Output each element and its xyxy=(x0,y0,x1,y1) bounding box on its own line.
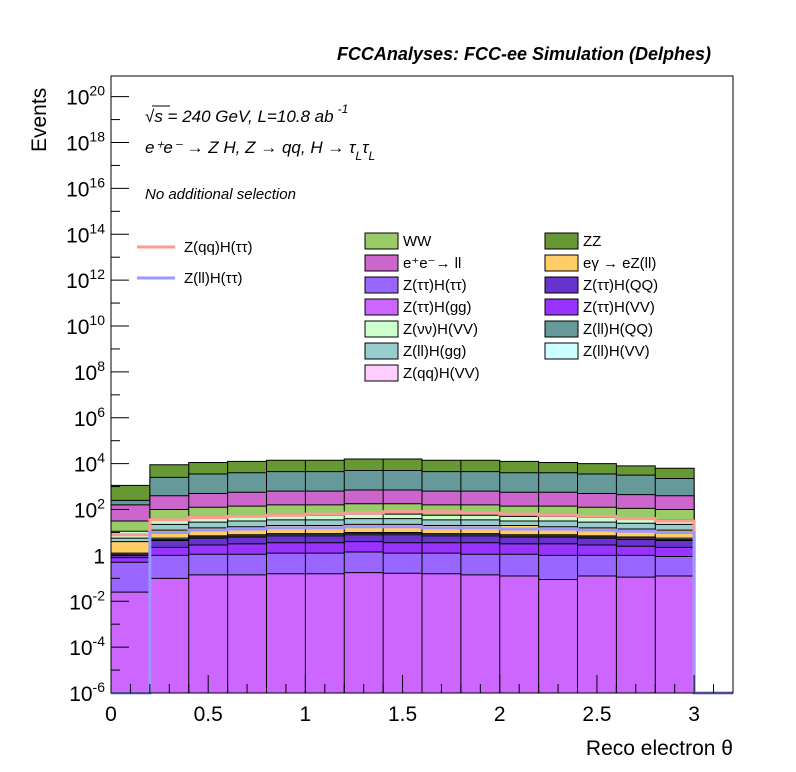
process-label: e⁺e⁻ → Z H, Z → qq, H → τLτL xyxy=(145,138,375,163)
y-tick-label: 10-4 xyxy=(69,633,105,660)
legend-swatch-z-h-vv xyxy=(364,320,399,338)
legend-swatch-e-ez-ll xyxy=(544,254,579,272)
legend: Z(qq)H(ττ) Z(ll)H(ττ) WW ZZ e⁺e⁻→ ll eγ → eZ(… xyxy=(137,232,658,382)
x-tick-label: 2.5 xyxy=(582,703,611,726)
legend-label: Z(ττ)H(QQ) xyxy=(583,277,658,294)
y-tick-label: 1010 xyxy=(66,312,105,339)
y-tick-label: 1020 xyxy=(66,83,105,110)
legend-swatch-z-ll-h-gg xyxy=(364,342,399,360)
legend-label: Z(ll)H(QQ) xyxy=(583,321,653,338)
x-tick-label: 1.5 xyxy=(388,703,417,726)
y-tick-label: 10-2 xyxy=(69,587,105,614)
y-tick-label: 1012 xyxy=(66,266,105,293)
legend-label: Z(ττ)H(ττ) xyxy=(403,277,467,294)
x-tick-label: 0.5 xyxy=(194,703,223,726)
axes: 0 0.5 1 1.5 2 2.5 3 10-6 10-4 10-2 1 102 104 106 108 10… xyxy=(66,83,734,726)
y-tick-label: 104 xyxy=(74,450,105,477)
y-tick-label: 1018 xyxy=(66,129,105,156)
x-axis-label: Reco electron θ xyxy=(586,737,733,760)
legend-label: Z(ll)H(gg) xyxy=(403,343,466,360)
legend-label: e⁺e⁻→ ll xyxy=(403,255,461,272)
y-tick-label: 106 xyxy=(74,404,105,431)
y-tick-label: 1014 xyxy=(66,220,105,247)
signal-z-ll-h xyxy=(111,525,733,695)
legend-label: Z(νν)H(VV) xyxy=(403,321,478,338)
legend-label: Z(ττ)H(VV) xyxy=(583,299,655,316)
experiment-label: FCCAnalyses: FCC-ee Simulation (Delphes) xyxy=(337,44,711,64)
y-tick-label: 108 xyxy=(74,358,105,385)
x-tick-label: 3 xyxy=(688,703,700,726)
legend-swatch-e-e-ll xyxy=(364,254,399,272)
y-tick-label: 1 xyxy=(93,545,105,568)
legend-swatch-ww xyxy=(364,232,399,250)
x-tick-label: 1 xyxy=(300,703,312,726)
signal-histograms xyxy=(111,510,733,695)
legend-label: Z(qq)H(ττ) xyxy=(184,239,253,256)
signal-z-qq-h xyxy=(111,510,733,695)
legend-label: ZZ xyxy=(583,233,601,250)
legend-label: Z(ll)H(VV) xyxy=(583,343,650,360)
legend-swatch-z-h-qq xyxy=(544,276,579,294)
stacked-histograms xyxy=(110,458,695,694)
y-tick-label: 1016 xyxy=(66,174,105,201)
legend-swatch-z-qq-h-vv xyxy=(364,364,399,382)
stack-z-h-gg xyxy=(110,572,695,694)
legend-label: WW xyxy=(403,233,432,250)
legend-swatch-z-h xyxy=(364,276,399,294)
legend-label: eγ → eZ(ll) xyxy=(583,255,656,272)
energy-lumi-label: √s = 240 GeV, L=10.8 ab -1 xyxy=(145,102,348,126)
legend-label: Z(ττ)H(gg) xyxy=(403,299,472,316)
legend-swatch-zz xyxy=(544,232,579,250)
x-tick-label: 2 xyxy=(494,703,506,726)
legend-swatch-z-h-gg xyxy=(364,298,399,316)
y-axis-label: Events xyxy=(28,88,51,152)
y-tick-label: 102 xyxy=(74,496,105,523)
legend-swatch-z-ll-h-qq xyxy=(544,320,579,338)
x-tick-label: 0 xyxy=(105,703,117,726)
legend-swatch-z-h-vv xyxy=(544,298,579,316)
legend-label: Z(ll)H(ττ) xyxy=(184,270,243,287)
selection-label: No additional selection xyxy=(145,186,296,203)
legend-label: Z(qq)H(VV) xyxy=(403,365,480,382)
y-tick-label: 10-6 xyxy=(69,679,105,706)
legend-swatch-z-ll-h-vv xyxy=(544,342,579,360)
